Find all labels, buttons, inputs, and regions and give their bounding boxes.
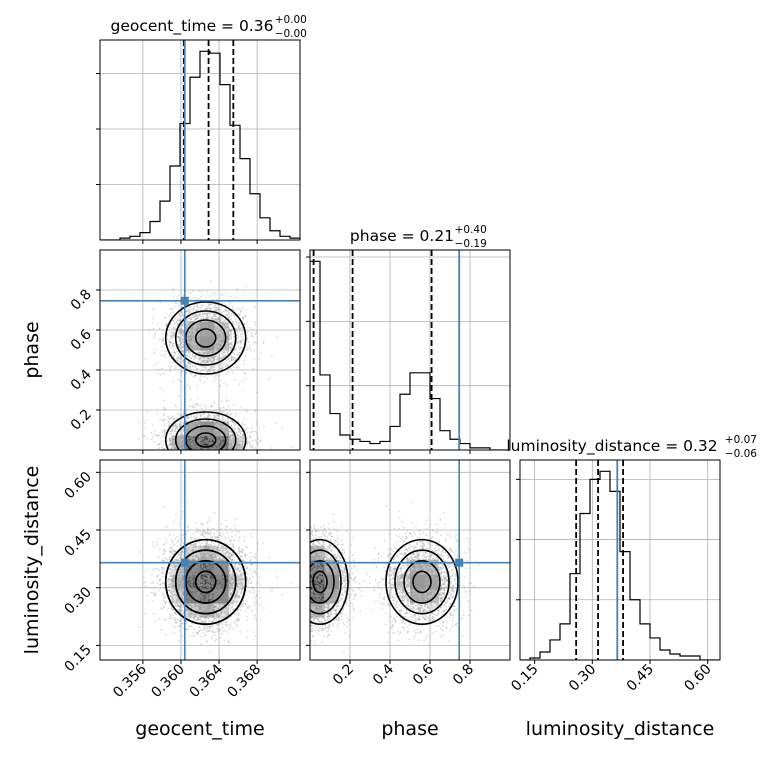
xtick-label-phase: 0.6 bbox=[410, 661, 437, 688]
panel-luminosity_distance-hist bbox=[519, 459, 721, 661]
title-text-luminosity_distance: luminosity_distance = 0.32 bbox=[506, 437, 717, 456]
contour-level bbox=[310, 538, 349, 626]
density-cell bbox=[228, 588, 244, 604]
title-luminosity_distance: luminosity_distance = 0.32 +0.07 −0.06 bbox=[506, 434, 757, 460]
density-cell bbox=[185, 435, 201, 450]
truth-marker bbox=[180, 296, 189, 305]
contours-geocent_time-phase bbox=[164, 301, 247, 450]
density-cell bbox=[200, 574, 215, 590]
xtick-label-geocent_time: 0.356 bbox=[110, 661, 150, 701]
title-minus-phase: −0.19 bbox=[455, 238, 487, 250]
contour-level bbox=[403, 559, 441, 604]
title-plus-luminosity_distance: +0.07 bbox=[725, 434, 757, 446]
title-text-phase: phase = 0.21 bbox=[350, 227, 454, 245]
density-cell bbox=[424, 560, 440, 575]
xaxis-label-geocent_time: geocent_time bbox=[135, 718, 264, 740]
contour-level bbox=[164, 411, 247, 450]
xtick-label-luminosity_distance: 0.60 bbox=[681, 661, 714, 694]
contour-level bbox=[310, 559, 335, 604]
density-cell bbox=[228, 560, 244, 575]
title-minus-geocent_time: −0.00 bbox=[275, 28, 307, 40]
contour-level bbox=[194, 328, 217, 348]
title-geocent_time: geocent_time = 0.36 +0.00 −0.00 bbox=[111, 14, 307, 40]
truth-marker bbox=[455, 558, 464, 567]
density-cell bbox=[185, 588, 201, 604]
xtick-label-luminosity_distance: 0.45 bbox=[624, 661, 657, 694]
ytick-label-phase: 0.2 bbox=[68, 407, 95, 434]
xtick-label-geocent_time: 0.368 bbox=[225, 661, 265, 701]
truth-marker bbox=[180, 558, 189, 567]
contour-level bbox=[194, 432, 217, 448]
density-cell bbox=[214, 421, 230, 437]
contour-level bbox=[174, 549, 237, 615]
contours-geocent_time-luminosity_distance bbox=[164, 538, 247, 626]
density-cell bbox=[214, 545, 230, 561]
histogram-luminosity_distance bbox=[520, 470, 720, 660]
contours-phase-luminosity_distance bbox=[310, 538, 459, 626]
contour-level bbox=[164, 301, 247, 375]
contour-level bbox=[310, 549, 342, 615]
contour-level bbox=[412, 570, 432, 594]
contour-level bbox=[194, 570, 217, 594]
xtick-label-phase: 0.4 bbox=[370, 661, 397, 688]
ytick-label-luminosity_distance: 0.45 bbox=[61, 527, 94, 560]
yaxis-label-phase: phase bbox=[21, 321, 43, 378]
yaxis-label-luminosity_distance: luminosity_distance bbox=[21, 466, 43, 655]
ytick-label-phase: 0.4 bbox=[68, 366, 95, 393]
density-cell bbox=[310, 545, 325, 561]
title-phase: phase = 0.21 +0.40 −0.19 bbox=[350, 224, 487, 250]
ytick-label-phase: 0.6 bbox=[68, 326, 95, 353]
xtick-label-luminosity_distance: 0.15 bbox=[508, 661, 541, 694]
panel-geocent_time-vs-phase bbox=[99, 249, 301, 451]
xtick-label-luminosity_distance: 0.30 bbox=[566, 661, 599, 694]
title-plus-phase: +0.40 bbox=[455, 224, 487, 236]
xtick-label-phase: 0.2 bbox=[330, 661, 357, 688]
density-cell bbox=[200, 350, 215, 365]
histogram-geocent_time bbox=[100, 50, 300, 240]
panel-phase-vs-luminosity_distance bbox=[309, 459, 511, 661]
panel-phase-hist bbox=[309, 249, 511, 451]
histogram-phase bbox=[310, 260, 510, 450]
density-cell bbox=[395, 574, 411, 590]
density-cell bbox=[185, 335, 201, 351]
contour-level bbox=[174, 418, 237, 450]
ytick-label-luminosity_distance: 0.60 bbox=[61, 469, 94, 502]
panel-geocent_time-hist bbox=[99, 39, 301, 241]
contour-level bbox=[184, 319, 227, 357]
contour-level bbox=[184, 559, 227, 604]
panel-geocent_time-vs-luminosity_distance bbox=[99, 459, 301, 661]
title-minus-luminosity_distance: −0.06 bbox=[725, 448, 757, 460]
xaxis-label-phase: phase bbox=[381, 718, 438, 740]
ytick-label-phase: 0.8 bbox=[68, 287, 95, 314]
samples-geocent_time-phase bbox=[137, 280, 293, 450]
title-plus-geocent_time: +0.00 bbox=[275, 14, 307, 26]
xtick-label-phase: 0.8 bbox=[450, 661, 477, 688]
density-cell bbox=[324, 574, 340, 590]
xtick-label-geocent_time: 0.360 bbox=[148, 661, 188, 701]
samples-phase-luminosity_distance bbox=[310, 500, 480, 654]
contour-level bbox=[184, 425, 227, 450]
density-cell bbox=[214, 560, 230, 575]
samples-geocent_time-luminosity_distance bbox=[137, 500, 293, 654]
contour-level bbox=[312, 570, 328, 594]
contour-level bbox=[164, 538, 247, 626]
contour-level bbox=[394, 549, 450, 615]
title-text-geocent_time: geocent_time = 0.36 bbox=[111, 17, 274, 36]
ytick-label-luminosity_distance: 0.15 bbox=[61, 642, 94, 675]
contour-level bbox=[174, 310, 237, 366]
xtick-label-geocent_time: 0.364 bbox=[186, 661, 226, 701]
contour-level bbox=[385, 538, 459, 626]
density-cell bbox=[424, 588, 440, 604]
xaxis-label-luminosity_distance: luminosity_distance bbox=[526, 718, 715, 740]
ytick-label-luminosity_distance: 0.30 bbox=[61, 584, 94, 617]
density-cell bbox=[200, 545, 215, 561]
